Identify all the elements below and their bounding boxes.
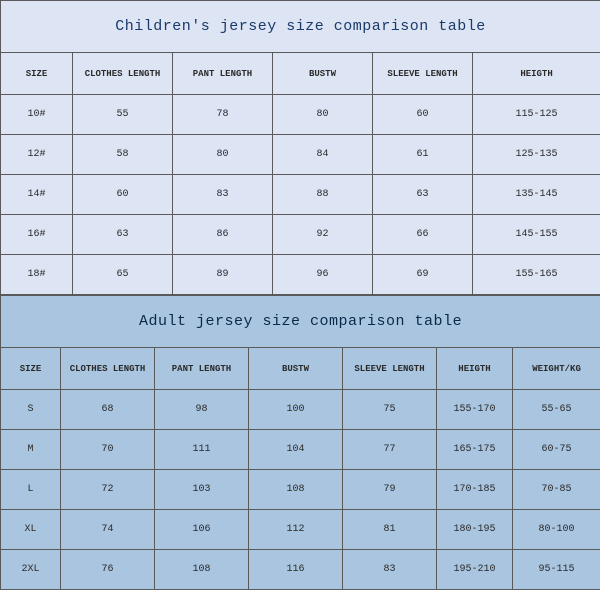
children-title-row: Children's jersey size comparison table xyxy=(1,1,600,53)
cell-pant: 89 xyxy=(173,255,273,295)
cell-bust: 80 xyxy=(273,95,373,135)
cell-sleeve: 79 xyxy=(343,470,437,510)
cell-height: 170-185 xyxy=(437,470,513,510)
cell-pant: 108 xyxy=(155,550,249,590)
cell-bust: 84 xyxy=(273,135,373,175)
cell-height: 195-210 xyxy=(437,550,513,590)
children-col-sleeve: SLEEVE LENGTH xyxy=(373,53,473,95)
cell-sleeve: 77 xyxy=(343,430,437,470)
cell-pant: 98 xyxy=(155,390,249,430)
cell-sleeve: 75 xyxy=(343,390,437,430)
table-row: 18# 65 89 96 69 155-165 xyxy=(1,255,600,295)
adult-size-table: Adult jersey size comparison table SIZE … xyxy=(0,295,600,590)
cell-clothes: 55 xyxy=(73,95,173,135)
cell-clothes: 63 xyxy=(73,215,173,255)
cell-sleeve: 66 xyxy=(373,215,473,255)
cell-clothes: 70 xyxy=(61,430,155,470)
cell-sleeve: 60 xyxy=(373,95,473,135)
table-row: 12# 58 80 84 61 125-135 xyxy=(1,135,600,175)
table-row: S 68 98 100 75 155-170 55-65 xyxy=(1,390,600,430)
adult-col-sleeve: SLEEVE LENGTH xyxy=(343,348,437,390)
cell-bust: 112 xyxy=(249,510,343,550)
cell-clothes: 58 xyxy=(73,135,173,175)
cell-sleeve: 83 xyxy=(343,550,437,590)
children-size-table: Children's jersey size comparison table … xyxy=(0,0,600,295)
cell-pant: 103 xyxy=(155,470,249,510)
cell-weight: 95-115 xyxy=(513,550,600,590)
children-col-pant: PANT LENGTH xyxy=(173,53,273,95)
cell-clothes: 60 xyxy=(73,175,173,215)
adult-col-size: SIZE xyxy=(1,348,61,390)
cell-pant: 106 xyxy=(155,510,249,550)
cell-sleeve: 81 xyxy=(343,510,437,550)
children-title: Children's jersey size comparison table xyxy=(1,1,600,53)
cell-size: S xyxy=(1,390,61,430)
adult-title: Adult jersey size comparison table xyxy=(1,296,600,348)
cell-size: 12# xyxy=(1,135,73,175)
cell-size: 10# xyxy=(1,95,73,135)
cell-bust: 92 xyxy=(273,215,373,255)
cell-height: 135-145 xyxy=(473,175,600,215)
adult-col-height: HEIGTH xyxy=(437,348,513,390)
cell-pant: 86 xyxy=(173,215,273,255)
table-row: 16# 63 86 92 66 145-155 xyxy=(1,215,600,255)
cell-clothes: 65 xyxy=(73,255,173,295)
table-row: 2XL 76 108 116 83 195-210 95-115 xyxy=(1,550,600,590)
cell-weight: 70-85 xyxy=(513,470,600,510)
table-row: XL 74 106 112 81 180-195 80-100 xyxy=(1,510,600,550)
table-row: 14# 60 83 88 63 135-145 xyxy=(1,175,600,215)
cell-bust: 104 xyxy=(249,430,343,470)
cell-bust: 96 xyxy=(273,255,373,295)
cell-height: 145-155 xyxy=(473,215,600,255)
cell-clothes: 76 xyxy=(61,550,155,590)
adult-col-clothes: CLOTHES LENGTH xyxy=(61,348,155,390)
children-col-bust: BUSTW xyxy=(273,53,373,95)
children-header-row: SIZE CLOTHES LENGTH PANT LENGTH BUSTW SL… xyxy=(1,53,600,95)
cell-sleeve: 69 xyxy=(373,255,473,295)
cell-height: 115-125 xyxy=(473,95,600,135)
cell-size: 14# xyxy=(1,175,73,215)
cell-sleeve: 63 xyxy=(373,175,473,215)
table-row: 10# 55 78 80 60 115-125 xyxy=(1,95,600,135)
cell-height: 180-195 xyxy=(437,510,513,550)
cell-weight: 60-75 xyxy=(513,430,600,470)
cell-clothes: 68 xyxy=(61,390,155,430)
size-chart-container: Children's jersey size comparison table … xyxy=(0,0,600,590)
cell-pant: 111 xyxy=(155,430,249,470)
cell-height: 155-170 xyxy=(437,390,513,430)
cell-weight: 80-100 xyxy=(513,510,600,550)
children-col-clothes: CLOTHES LENGTH xyxy=(73,53,173,95)
cell-size: L xyxy=(1,470,61,510)
cell-height: 155-165 xyxy=(473,255,600,295)
cell-bust: 88 xyxy=(273,175,373,215)
table-row: M 70 111 104 77 165-175 60-75 xyxy=(1,430,600,470)
cell-weight: 55-65 xyxy=(513,390,600,430)
adult-header-row: SIZE CLOTHES LENGTH PANT LENGTH BUSTW SL… xyxy=(1,348,600,390)
adult-col-pant: PANT LENGTH xyxy=(155,348,249,390)
cell-size: 18# xyxy=(1,255,73,295)
cell-height: 125-135 xyxy=(473,135,600,175)
children-col-height: HEIGTH xyxy=(473,53,600,95)
cell-sleeve: 61 xyxy=(373,135,473,175)
cell-bust: 100 xyxy=(249,390,343,430)
cell-size: 2XL xyxy=(1,550,61,590)
cell-clothes: 74 xyxy=(61,510,155,550)
cell-pant: 83 xyxy=(173,175,273,215)
cell-pant: 80 xyxy=(173,135,273,175)
cell-size: 16# xyxy=(1,215,73,255)
cell-pant: 78 xyxy=(173,95,273,135)
adult-col-bust: BUSTW xyxy=(249,348,343,390)
cell-bust: 108 xyxy=(249,470,343,510)
cell-size: M xyxy=(1,430,61,470)
children-col-size: SIZE xyxy=(1,53,73,95)
cell-size: XL xyxy=(1,510,61,550)
table-row: L 72 103 108 79 170-185 70-85 xyxy=(1,470,600,510)
cell-height: 165-175 xyxy=(437,430,513,470)
cell-bust: 116 xyxy=(249,550,343,590)
adult-col-weight: WEIGHT/KG xyxy=(513,348,600,390)
cell-clothes: 72 xyxy=(61,470,155,510)
adult-title-row: Adult jersey size comparison table xyxy=(1,296,600,348)
